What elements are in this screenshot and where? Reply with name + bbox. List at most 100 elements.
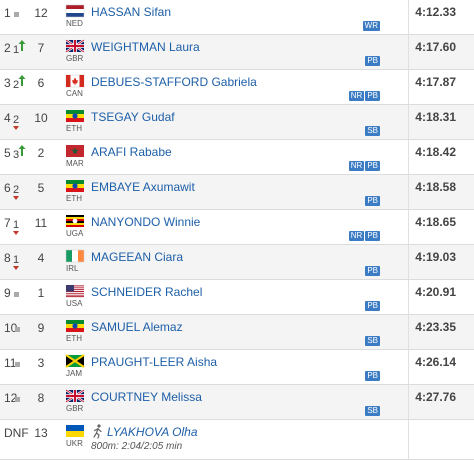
country-code: GBR xyxy=(66,404,84,413)
athlete-name[interactable]: HASSAN Sifan xyxy=(91,5,172,19)
trend-icon xyxy=(14,292,19,297)
column-divider xyxy=(408,385,409,419)
result-row: 9 1 USA SCHNEIDER Rachel PB 4:20.91 xyxy=(0,280,474,315)
flag xyxy=(66,320,84,332)
record-badge: NR xyxy=(348,231,365,241)
record-badge: SB xyxy=(365,406,380,416)
country-code: MAR xyxy=(66,159,84,168)
athlete-name[interactable]: TSEGAY Gudaf xyxy=(91,110,175,124)
rank: 3 xyxy=(4,76,11,90)
column-divider xyxy=(408,420,409,459)
flag xyxy=(66,110,84,122)
flag xyxy=(65,4,85,18)
athlete-name[interactable]: EMBAYE Axumawit xyxy=(91,180,195,194)
athlete-name[interactable]: SCHNEIDER Rachel xyxy=(91,285,203,299)
record-badge: PB xyxy=(365,231,380,241)
country-code: UKR xyxy=(66,439,83,448)
trend-icon xyxy=(15,397,20,402)
result-row: 3 2 6 CAN DEBUES-STAFFORD Gabriela NR PB 4:17.8… xyxy=(0,70,474,105)
result-time: 4:18.65 xyxy=(415,215,456,229)
trend-icon xyxy=(18,40,26,51)
athlete-name[interactable]: COURTNEY Melissa xyxy=(91,390,202,404)
column-divider xyxy=(408,175,409,209)
record-badge: PB xyxy=(365,56,380,66)
flag xyxy=(65,74,85,88)
record-badges: SB xyxy=(365,126,380,136)
trend-icon xyxy=(13,196,19,200)
record-badges: PB xyxy=(365,371,380,381)
bib-number: 7 xyxy=(37,41,45,55)
bib-number: 11 xyxy=(34,216,48,230)
result-row: 1 12 NED HASSAN Sifan WR 4:12.33 xyxy=(0,0,474,35)
flag xyxy=(65,354,85,368)
bib-number: 3 xyxy=(37,356,45,370)
dnf-icon xyxy=(93,424,102,439)
position-change: 2 xyxy=(13,184,20,196)
record-badges: NR PB xyxy=(348,231,380,241)
record-badge: PB xyxy=(365,266,380,276)
rank: 11 xyxy=(4,356,17,370)
athlete-name[interactable]: PRAUGHT-LEER Aisha xyxy=(91,355,218,369)
column-divider xyxy=(408,105,409,139)
trend-icon xyxy=(13,126,19,130)
athlete-name[interactable]: SAMUEL Alemaz xyxy=(91,320,183,334)
record-badge: PB xyxy=(365,161,380,171)
result-time: 4:27.76 xyxy=(415,390,456,404)
rank: 7 xyxy=(4,216,11,230)
flag xyxy=(65,389,85,403)
athlete-name[interactable]: MAGEEAN Ciara xyxy=(91,250,184,264)
bib-number: 12 xyxy=(34,6,48,20)
record-badge: NR xyxy=(348,161,365,171)
record-badge: SB xyxy=(365,126,380,136)
rank: 4 xyxy=(4,111,11,125)
record-badges: PB xyxy=(365,196,380,206)
athlete-name[interactable]: LYAKHOVA Olha xyxy=(107,425,198,439)
flag xyxy=(65,249,85,263)
country-code: USA xyxy=(66,299,83,308)
bib-number: 13 xyxy=(34,426,48,440)
flag xyxy=(66,180,84,192)
country-code: ETH xyxy=(66,124,82,133)
flag xyxy=(66,145,84,157)
athlete-name[interactable]: NANYONDO Winnie xyxy=(91,215,201,229)
rank: 9 xyxy=(4,286,11,300)
trend-icon xyxy=(14,12,19,17)
rank: 8 xyxy=(4,251,11,265)
column-divider xyxy=(408,140,409,174)
position-change: 2 xyxy=(13,114,20,126)
flag xyxy=(66,215,84,227)
athlete-name[interactable]: DEBUES-STAFFORD Gabriela xyxy=(91,75,257,89)
record-badges: SB xyxy=(365,336,380,346)
rank: 10 xyxy=(4,321,18,335)
country-code: GBR xyxy=(66,54,84,63)
athlete-name[interactable]: WEIGHTMAN Laura xyxy=(91,40,200,54)
country-code: ETH xyxy=(66,334,82,343)
bib-number: 4 xyxy=(37,251,45,265)
record-badges: NR PB xyxy=(348,91,380,101)
record-badge: PB xyxy=(365,196,380,206)
trend-icon xyxy=(15,362,20,367)
country-code: ETH xyxy=(66,194,82,203)
record-badge: PB xyxy=(365,91,380,101)
bib-number: 1 xyxy=(37,286,45,300)
record-badge: SB xyxy=(365,336,380,346)
trend-icon xyxy=(18,75,26,86)
rank: 2 xyxy=(4,41,11,55)
athlete-name[interactable]: ARAFI Rababe xyxy=(91,145,172,159)
record-badge: NR xyxy=(348,91,365,101)
rank: 6 xyxy=(4,181,11,195)
rank: 5 xyxy=(4,146,11,160)
result-time: 4:12.33 xyxy=(415,5,456,19)
column-divider xyxy=(408,350,409,384)
column-divider xyxy=(408,280,409,314)
column-divider xyxy=(408,210,409,244)
record-badge: WR xyxy=(362,21,380,31)
record-badges: SB xyxy=(365,406,380,416)
record-badges: PB xyxy=(365,301,380,311)
result-time: 4:18.31 xyxy=(415,110,456,124)
trend-icon xyxy=(18,145,26,156)
record-badge: PB xyxy=(365,301,380,311)
column-divider xyxy=(408,0,409,34)
result-time: 4:17.60 xyxy=(415,40,456,54)
